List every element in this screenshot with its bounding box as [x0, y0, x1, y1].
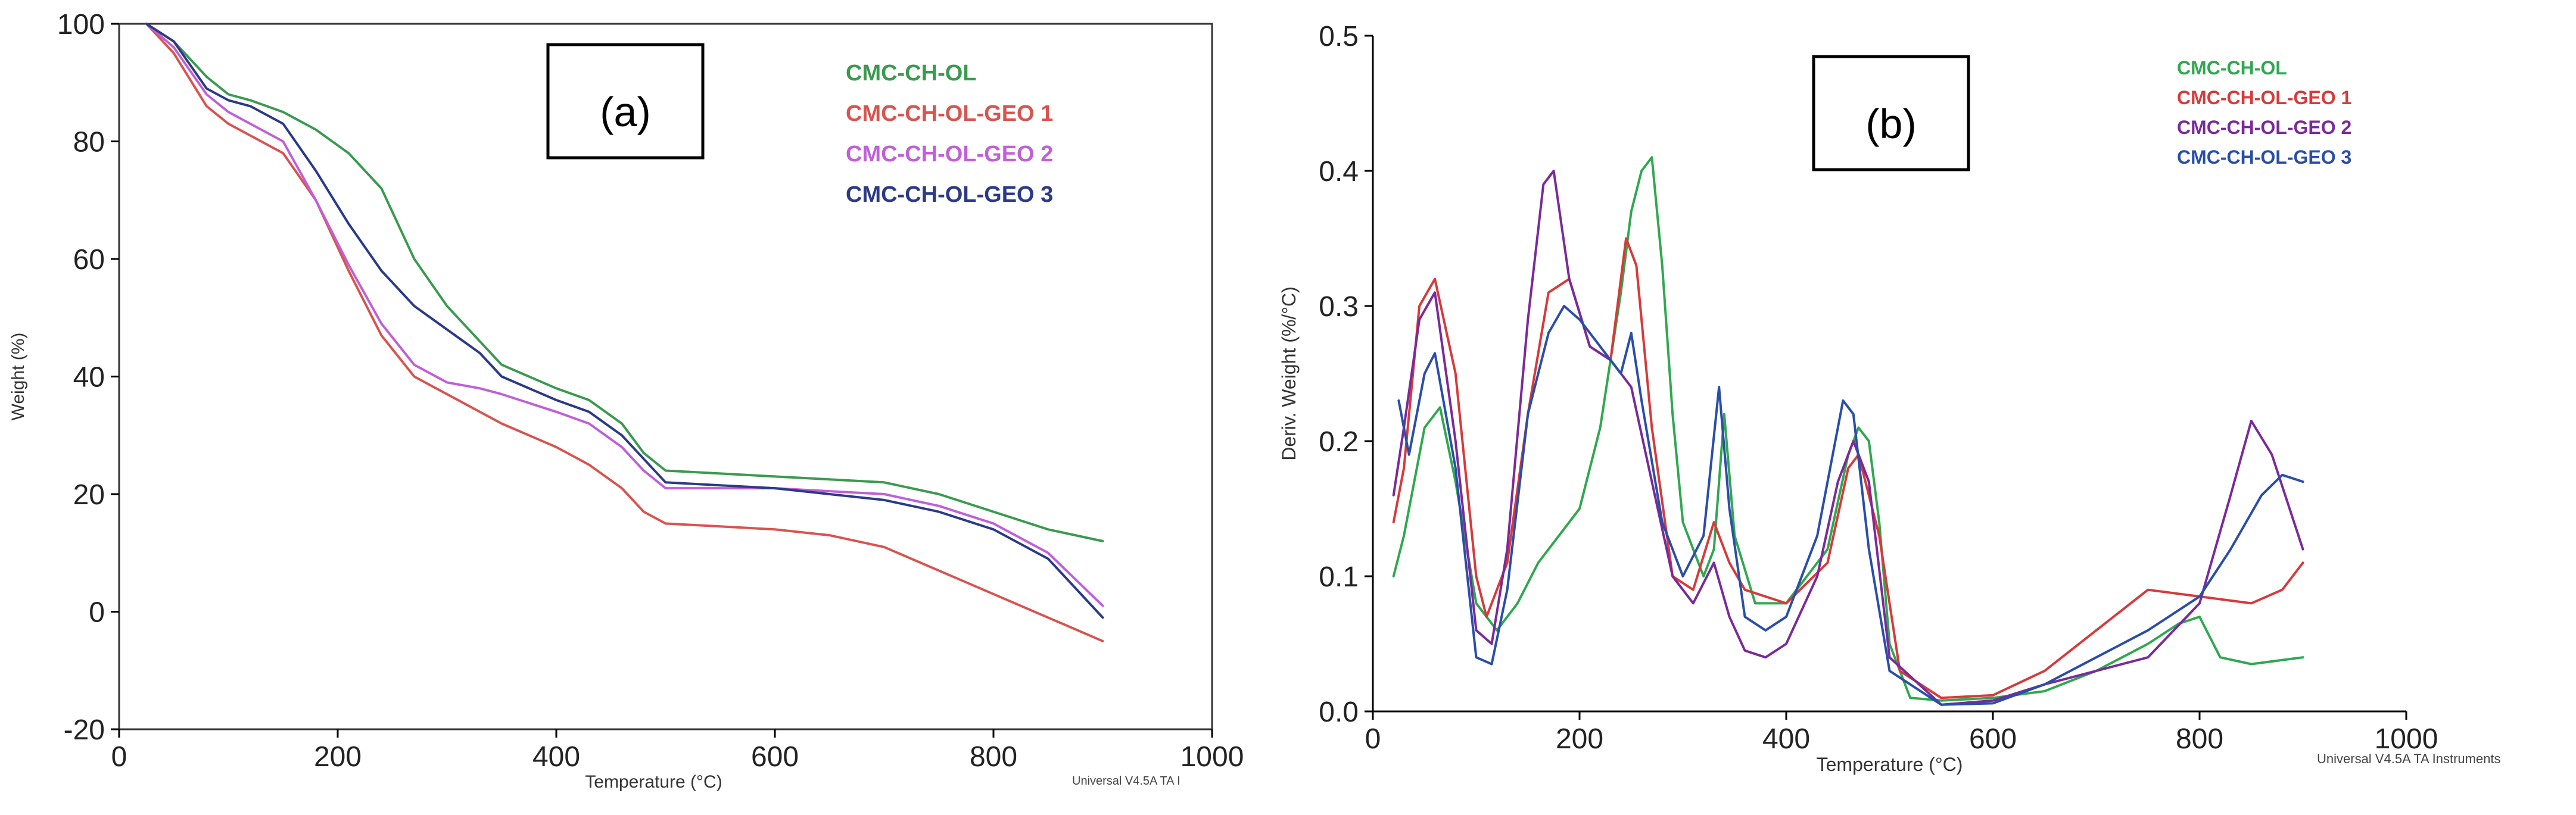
legend-entry: CMC-CH-OL-GEO 3 [2177, 146, 2351, 168]
y-tick-label: 0.2 [1319, 426, 1359, 458]
panel-a-label-box [546, 43, 705, 160]
y-tick-label: 40 [73, 361, 105, 393]
legend-entry: CMC-CH-OL [846, 61, 977, 86]
series-line-cmc-ch-ol-geo-2 [145, 23, 1104, 607]
x-tick-label: 0 [111, 741, 127, 773]
legend-entry: CMC-CH-OL-GEO 3 [846, 182, 1053, 207]
series-line-cmc-ch-ol-geo-3 [1397, 305, 2304, 706]
y-tick-label: 20 [73, 479, 105, 511]
legend-entry: CMC-CH-OL-GEO 2 [846, 142, 1053, 167]
y-tick-label: 0.1 [1319, 561, 1359, 593]
instrument-footnote: Universal V4.5A TA Instruments [2317, 751, 2501, 766]
x-tick-label: 1000 [2375, 723, 2438, 755]
legend-entry: CMC-CH-OL-GEO 1 [846, 101, 1053, 126]
series-line-cmc-ch-ol [145, 23, 1104, 542]
panel-b-label-box [1812, 55, 1970, 171]
series-line-cmc-ch-ol-geo-1 [1392, 237, 2304, 700]
tga-legend: CMC-CH-OL CMC-CH-OL-GEO 1 CMC-CH-OL-GEO 2 C… [846, 61, 1053, 207]
y-tick-label: 0.4 [1319, 156, 1359, 188]
series-line-cmc-ch-ol-geo-2 [1392, 170, 2304, 706]
y-tick-label: 0.0 [1319, 697, 1359, 728]
instrument-footnote: Universal V4.5A TA I [1072, 775, 1180, 788]
x-tick-label: 600 [1969, 723, 2017, 755]
x-axis-title: Temperature (°C) [1817, 754, 1963, 775]
dtg-plot-area: 0.0 0.1 0.2 0.3 0.4 0.5 0 200 400 600 800 1000 Tempe… [1278, 21, 2501, 775]
y-tick-label: 60 [73, 244, 105, 276]
x-axis-title: Temperature (°C) [585, 772, 722, 792]
y-tick-label: 0.5 [1319, 21, 1359, 52]
y-tick-label: -20 [64, 714, 105, 746]
series-line-cmc-ch-ol [1392, 156, 2304, 702]
y-tick-label: 0 [89, 597, 105, 628]
legend-entry: CMC-CH-OL-GEO 1 [2177, 87, 2351, 108]
series-line-cmc-ch-ol-geo-1 [145, 23, 1104, 642]
x-tick-label: 400 [1762, 723, 1810, 755]
x-tick-label: 400 [532, 741, 580, 773]
x-tick-label: 600 [751, 741, 799, 773]
legend-entry: CMC-CH-OL-GEO 2 [2177, 117, 2351, 138]
panel-a-label: (a) [600, 89, 651, 135]
y-tick-label: 100 [57, 9, 105, 40]
x-tick-label: 200 [314, 741, 362, 773]
dtg-legend: CMC-CH-OL CMC-CH-OL-GEO 1 CMC-CH-OL-GEO 2 C… [2177, 57, 2351, 168]
series-line-cmc-ch-ol-geo-3 [145, 23, 1104, 619]
panel-b-label: (b) [1865, 101, 1917, 147]
x-tick-label: 800 [970, 741, 1017, 773]
y-tick-label: 80 [73, 126, 105, 158]
legend-entry: CMC-CH-OL [2177, 57, 2287, 79]
x-tick-label: 800 [2176, 723, 2223, 755]
y-tick-label: 0.3 [1319, 291, 1359, 323]
dtg-derivative-chart: 0.0 0.1 0.2 0.3 0.4 0.5 0 200 400 600 800 1000 Tempe… [1278, 21, 2501, 775]
y-axis-title: Weight (%) [8, 333, 28, 421]
y-axis-title: Deriv. Weight (%/°C) [1278, 286, 1300, 461]
x-tick-label: 1000 [1180, 741, 1244, 773]
x-tick-label: 200 [1556, 723, 1603, 755]
x-tick-label: 0 [1365, 723, 1381, 755]
